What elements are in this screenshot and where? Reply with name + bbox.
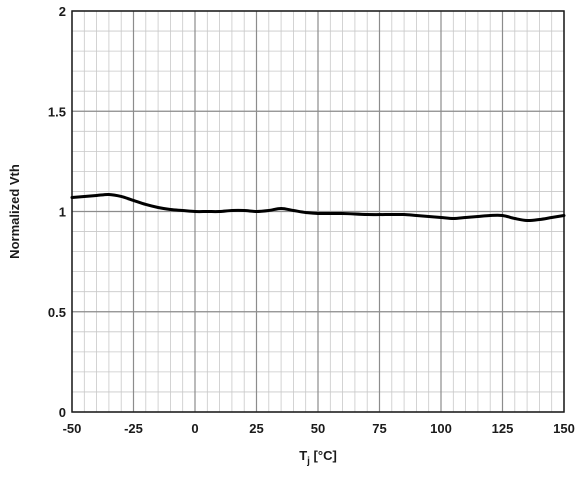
x-tick-label: 0: [191, 421, 198, 436]
x-tick-label: 150: [553, 421, 575, 436]
series-line: [70, 192, 566, 223]
x-tick-label: 50: [311, 421, 325, 436]
y-tick-label: 0.5: [48, 305, 66, 320]
series-layer: [70, 192, 566, 223]
y-tick-label: 2: [59, 4, 66, 19]
x-tick-label: 25: [249, 421, 263, 436]
y-tick-label: 1: [59, 205, 66, 220]
x-tick-label: 75: [372, 421, 386, 436]
x-axis-label: Tj [°C]: [299, 448, 337, 467]
y-axis-label: Normalized Vth: [7, 164, 22, 259]
plot-frame: [71, 10, 565, 413]
x-tick-label: -25: [124, 421, 143, 436]
x-tick-labels: -50 -25 0 25 50 75 100 125 150: [63, 421, 575, 436]
x-tick-label: 100: [430, 421, 452, 436]
y-tick-label: 0: [59, 405, 66, 420]
x-tick-label: -50: [63, 421, 82, 436]
y-tick-labels: 0 0.5 1 1.5 2: [48, 4, 66, 420]
x-tick-label: 125: [492, 421, 514, 436]
y-tick-label: 1.5: [48, 104, 66, 119]
